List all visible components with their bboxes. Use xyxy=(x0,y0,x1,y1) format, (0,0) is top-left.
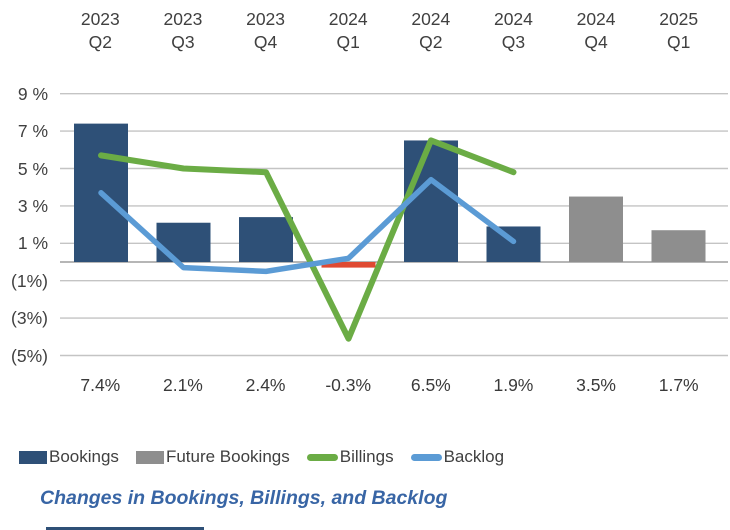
data-value-label: 2.4% xyxy=(245,375,286,395)
bookings-bar xyxy=(239,217,293,262)
x-axis-header: 2024 Q1 xyxy=(307,8,390,54)
x-axis-header: 2024 Q2 xyxy=(390,8,473,54)
legend-item-future-bookings: Future Bookings xyxy=(135,447,290,467)
x-axis-header: 2024 Q4 xyxy=(555,8,638,54)
x-axis-header-label: 2023 Q2 xyxy=(80,9,120,52)
x-axis-header-label: 2024 Q2 xyxy=(411,9,451,52)
bookings-bar xyxy=(486,226,541,262)
y-axis-tick: 7 % xyxy=(17,121,48,142)
legend-item-bookings: Bookings xyxy=(19,447,119,467)
y-axis-tick: (5%) xyxy=(11,345,48,366)
y-axis-tick: (3%) xyxy=(11,308,48,329)
y-axis-tick: 5 % xyxy=(17,158,48,179)
future-bookings-bar xyxy=(651,230,706,262)
backlog-line-swatch-icon xyxy=(410,453,442,461)
x-axis-header: 2023 Q4 xyxy=(224,8,307,54)
y-axis-tick: 1 % xyxy=(17,233,48,254)
legend-label: Bookings xyxy=(49,447,119,466)
legend-label: Billings xyxy=(339,447,394,466)
data-value-label: 3.5% xyxy=(576,375,616,395)
billings-line-swatch-icon xyxy=(306,453,338,461)
data-value-label: 7.4% xyxy=(80,375,121,395)
legend-item-backlog: Backlog xyxy=(410,447,505,467)
legend-label: Future Bookings xyxy=(165,447,290,466)
data-value-label: 1.9% xyxy=(493,375,534,395)
legend-label: Backlog xyxy=(443,447,505,466)
x-axis-header: 2024 Q3 xyxy=(472,8,555,54)
chart-caption: Changes in Bookings, Billings, and Backl… xyxy=(40,487,448,509)
billings-line xyxy=(98,137,517,342)
cropped-table-edge xyxy=(46,527,204,530)
y-axis-tick: (1%) xyxy=(11,270,48,291)
bookings-swatch-icon xyxy=(19,450,47,464)
x-axis-header-label: 2023 Q3 xyxy=(163,9,203,52)
negative-bookings-bar xyxy=(321,262,376,268)
x-axis-header-label: 2024 Q1 xyxy=(328,9,368,52)
x-axis-header-label: 2024 Q3 xyxy=(493,9,533,52)
future-bookings-bar xyxy=(569,196,623,262)
data-value-label: -0.3% xyxy=(325,375,372,395)
x-axis-header: 2023 Q2 xyxy=(59,8,142,54)
bookings-bar xyxy=(404,140,458,262)
legend-item-billings: Billings xyxy=(306,447,394,467)
data-value-label: 2.1% xyxy=(162,375,203,395)
y-axis-tick: 9 % xyxy=(17,83,48,104)
y-axis-tick: 3 % xyxy=(17,195,48,216)
data-value-labels: 7.4% 2.1% 2.4% -0.3% 6.5% 1.9% 3.5% 1.7% xyxy=(59,375,720,396)
data-value-label: 6.5% xyxy=(410,375,451,395)
x-axis-header: 2025 Q1 xyxy=(637,8,720,54)
x-axis-header-label: 2023 Q4 xyxy=(246,9,286,52)
bookings-bar xyxy=(156,222,211,262)
future-bookings-swatch-icon xyxy=(135,450,164,464)
backlog-line xyxy=(98,176,517,275)
x-axis-header-label: 2024 Q4 xyxy=(576,9,616,52)
x-axis-header: 2023 Q3 xyxy=(142,8,225,54)
x-axis-headers: 2023 Q2 2023 Q3 2023 Q4 2024 Q1 2024 Q2 … xyxy=(59,8,720,54)
x-axis-header-label: 2025 Q1 xyxy=(659,9,699,52)
data-value-label: 1.7% xyxy=(658,375,699,395)
legend: Bookings Future Bookings Billings Backlo… xyxy=(19,447,504,467)
